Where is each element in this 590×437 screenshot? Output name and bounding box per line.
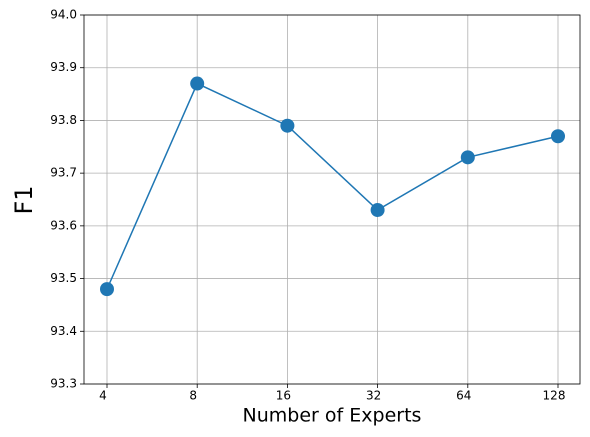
data-point — [460, 150, 475, 165]
x-tick-label: 16 — [276, 389, 291, 403]
x-tick-label: 64 — [456, 389, 471, 403]
x-tick-label: 32 — [366, 389, 381, 403]
x-tick-label: 8 — [189, 389, 197, 403]
y-axis-label: F1 — [10, 185, 38, 214]
y-tick-label: 93.6 — [50, 218, 77, 232]
y-tick-label: 93.5 — [50, 271, 77, 285]
plot-frame — [83, 14, 581, 385]
data-point — [370, 203, 385, 218]
data-line — [106, 82, 559, 290]
y-tick-label: 94.0 — [50, 8, 77, 22]
y-tick-label: 93.3 — [50, 377, 77, 391]
data-point — [190, 76, 205, 91]
y-tick-label: 93.9 — [50, 60, 77, 74]
x-tick-label: 128 — [543, 389, 566, 403]
y-tick-label: 93.4 — [50, 324, 77, 338]
data-point — [551, 129, 565, 144]
data-point — [280, 118, 295, 133]
data-point — [100, 282, 114, 297]
y-tick-label: 93.7 — [50, 166, 77, 180]
x-tick-label: 4 — [99, 389, 107, 403]
x-axis-label: Number of Experts — [243, 405, 422, 427]
y-tick-label: 93.8 — [50, 113, 77, 127]
